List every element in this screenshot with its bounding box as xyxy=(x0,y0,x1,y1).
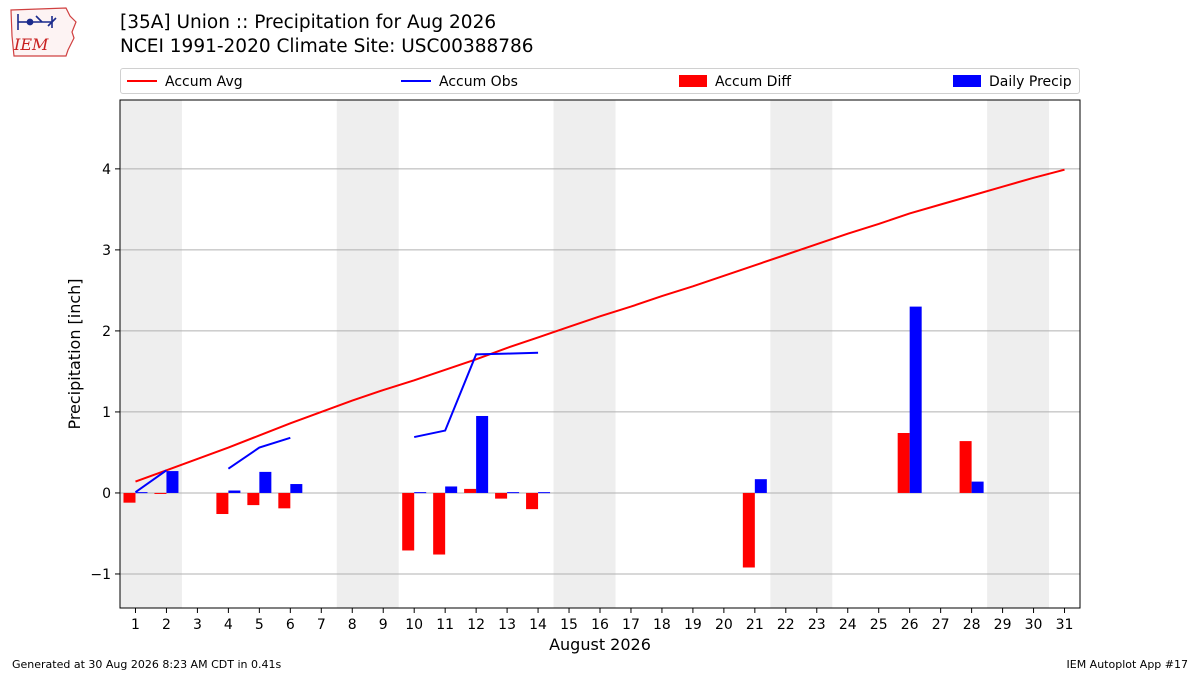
daily-precip-bar xyxy=(507,492,520,494)
x-tick-label: 8 xyxy=(348,617,357,633)
y-tick-label: 1 xyxy=(102,405,111,421)
accum-diff-bar xyxy=(402,492,415,551)
x-tick-label: 28 xyxy=(963,617,981,633)
y-tick-label: −1 xyxy=(90,567,111,583)
x-tick-label: 18 xyxy=(653,617,671,633)
accum-diff-bar xyxy=(216,492,229,515)
legend-label-accum-obs: Accum Obs xyxy=(439,74,518,90)
x-tick-label: 10 xyxy=(405,617,423,633)
x-tick-label: 2 xyxy=(162,617,171,633)
x-tick-label: 9 xyxy=(379,617,388,633)
x-tick-label: 25 xyxy=(870,617,888,633)
x-tick-label: 27 xyxy=(932,617,950,633)
daily-precip-bar xyxy=(445,486,458,493)
x-tick-label: 5 xyxy=(255,617,264,633)
x-tick-label: 14 xyxy=(529,617,547,633)
daily-precip-bar xyxy=(414,492,427,494)
accum-diff-bar xyxy=(154,492,167,494)
accum-diff-bar xyxy=(897,432,910,493)
x-tick-label: 20 xyxy=(715,617,733,633)
chart-title: [35A] Union :: Precipitation for Aug 202… xyxy=(120,12,497,33)
x-tick-label: 26 xyxy=(901,617,919,633)
x-tick-label: 24 xyxy=(839,617,857,633)
legend-item-accum-obs: Accum Obs xyxy=(401,73,518,91)
y-tick-label: 2 xyxy=(102,324,111,340)
y-tick-label: 3 xyxy=(102,243,111,259)
x-tick-label: 17 xyxy=(622,617,640,633)
legend-item-accum-avg: Accum Avg xyxy=(127,73,243,91)
daily-precip-bar xyxy=(971,481,984,493)
daily-precip-bar xyxy=(259,471,272,493)
daily-precip-bar xyxy=(538,492,551,494)
x-tick-label: 19 xyxy=(684,617,702,633)
accum-obs-line xyxy=(413,351,539,439)
legend-item-daily-precip: Daily Precip xyxy=(953,73,1072,91)
iowa-outline-icon xyxy=(10,7,77,57)
weekend-shade xyxy=(770,100,833,608)
weekend-shade xyxy=(987,100,1050,608)
y-axis-label: Precipitation [inch] xyxy=(65,278,84,429)
weather-station-icon xyxy=(17,14,57,30)
daily-precip-bar xyxy=(476,415,489,493)
x-tick-label: 30 xyxy=(1025,617,1043,633)
chart-legend: Accum Avg Accum Obs Accum Diff Daily Pre… xyxy=(120,68,1080,94)
x-tick-label: 3 xyxy=(193,617,202,633)
iem-logo-text: IEM xyxy=(13,35,49,54)
daily-precip-bar xyxy=(166,471,179,493)
x-tick-label: 31 xyxy=(1056,617,1074,633)
weekend-shade xyxy=(336,100,399,608)
x-tick-label: 15 xyxy=(560,617,578,633)
app-credit: IEM Autoplot App #17 xyxy=(1066,658,1189,671)
legend-swatch-accum-obs xyxy=(401,80,431,82)
accum-obs-line xyxy=(134,469,168,493)
y-tick-label: 4 xyxy=(102,162,111,178)
iem-logo: IEM xyxy=(10,7,77,57)
x-tick-label: 7 xyxy=(317,617,326,633)
legend-label-accum-avg: Accum Avg xyxy=(165,74,243,90)
legend-item-accum-diff: Accum Diff xyxy=(679,73,791,91)
weekend-shade xyxy=(120,100,182,608)
accum-avg-line xyxy=(135,168,1065,483)
x-tick-label: 11 xyxy=(436,617,454,633)
accum-diff-bar xyxy=(278,492,291,509)
x-tick-label: 6 xyxy=(286,617,295,633)
legend-swatch-accum-avg xyxy=(127,80,157,82)
legend-swatch-accum-diff xyxy=(679,75,707,87)
x-tick-label: 23 xyxy=(808,617,826,633)
y-tick-label: 0 xyxy=(102,486,111,502)
accum-diff-bar xyxy=(123,492,136,503)
x-tick-label: 21 xyxy=(746,617,764,633)
accum-diff-bar xyxy=(464,488,477,493)
accum-diff-bar xyxy=(959,441,972,493)
x-tick-label: 4 xyxy=(224,617,233,633)
legend-label-daily-precip: Daily Precip xyxy=(989,74,1072,90)
accum-diff-bar xyxy=(495,492,508,499)
accum-diff-bar xyxy=(526,492,539,510)
x-axis-label: August 2026 xyxy=(549,635,651,654)
legend-label-accum-diff: Accum Diff xyxy=(715,74,792,90)
daily-precip-bar xyxy=(290,484,303,493)
x-tick-label: 12 xyxy=(467,617,485,633)
x-tick-label: 29 xyxy=(994,617,1012,633)
daily-precip-bar xyxy=(135,492,148,494)
legend-swatch-daily-precip xyxy=(953,75,981,87)
accum-diff-bar xyxy=(742,492,755,568)
accum-diff-bar xyxy=(433,492,446,555)
generated-timestamp: Generated at 30 Aug 2026 8:23 AM CDT in … xyxy=(12,658,282,671)
x-tick-label: 22 xyxy=(777,617,795,633)
weekend-shade xyxy=(553,100,616,608)
daily-precip-bar xyxy=(228,490,241,493)
x-tick-label: 1 xyxy=(131,617,140,633)
daily-precip-bar xyxy=(909,306,922,493)
accum-obs-line xyxy=(227,436,291,470)
chart-subtitle: NCEI 1991-2020 Climate Site: USC00388786 xyxy=(120,36,534,57)
x-tick-label: 16 xyxy=(591,617,609,633)
daily-precip-bar xyxy=(754,479,767,493)
accum-diff-bar xyxy=(247,492,260,506)
x-tick-label: 13 xyxy=(498,617,516,633)
